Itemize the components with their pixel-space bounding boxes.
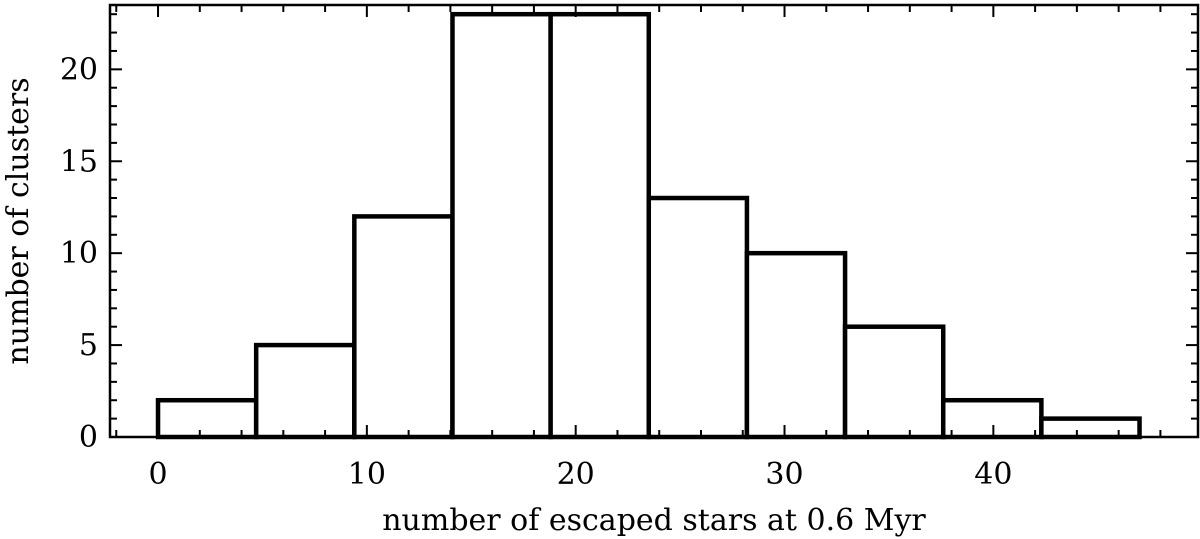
y-tick-label-10: 10 bbox=[60, 236, 98, 271]
x-tick-label-10: 10 bbox=[348, 457, 386, 492]
y-tick-label-0: 0 bbox=[79, 420, 98, 455]
y-tick-label-20: 20 bbox=[60, 52, 98, 87]
histogram-bar-1 bbox=[253, 342, 357, 440]
plot-frame bbox=[108, 3, 1200, 439]
histogram-bar-9 bbox=[1039, 416, 1142, 440]
histogram-bar-6 bbox=[744, 250, 848, 440]
tick-labels: 0 10 20 30 40 0 5 10 15 20 bbox=[60, 52, 1013, 492]
x-tick-label-0: 0 bbox=[148, 457, 167, 492]
x-tick-label-40: 40 bbox=[974, 457, 1012, 492]
x-tick-label-20: 20 bbox=[557, 457, 595, 492]
y-tick-label-5: 5 bbox=[79, 328, 98, 363]
histogram-bars bbox=[155, 11, 1142, 440]
y-tick-label-15: 15 bbox=[60, 144, 98, 179]
histogram-bar-7 bbox=[842, 324, 946, 440]
x-tick-label-30: 30 bbox=[765, 457, 803, 492]
y-axis-label: number of clusters bbox=[1, 77, 36, 364]
histogram-bar-2 bbox=[352, 214, 455, 440]
histogram-bar-3 bbox=[450, 11, 553, 440]
histogram-bar-5 bbox=[646, 195, 750, 440]
histogram-bar-8 bbox=[940, 397, 1044, 440]
x-axis-label: number of escaped stars at 0.6 Myr bbox=[382, 503, 926, 538]
histogram-bar-4 bbox=[548, 11, 652, 440]
